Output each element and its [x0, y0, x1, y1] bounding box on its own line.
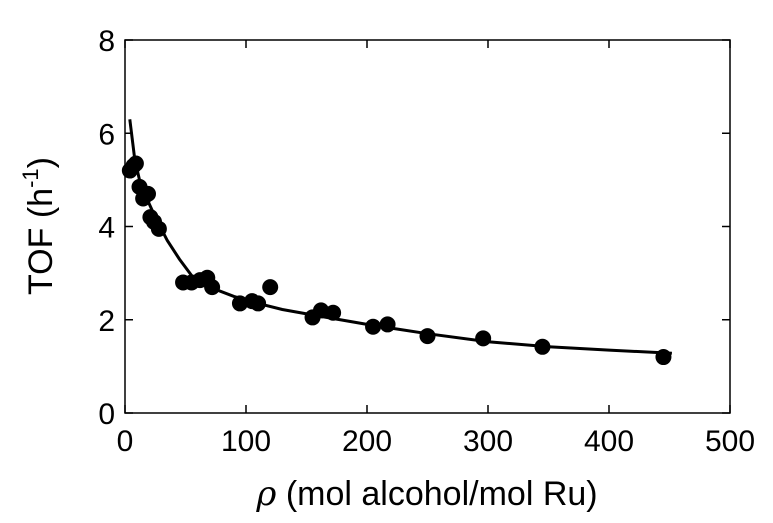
data-point — [262, 279, 279, 296]
data-point — [139, 185, 156, 202]
data-point — [365, 318, 382, 335]
x-tick-label: 300 — [463, 425, 513, 458]
data-point — [379, 316, 396, 333]
data-point — [534, 338, 551, 355]
x-tick-label: 400 — [584, 425, 634, 458]
y-axis: 0 2 4 6 8 — [98, 25, 730, 431]
y-axis-label: TOF (h-1) — [18, 157, 60, 295]
x-tick-label: 200 — [342, 425, 392, 458]
y-axis-label-superscript: -1 — [18, 168, 43, 188]
y-tick-label: 6 — [98, 118, 115, 151]
x-tick-label: 100 — [221, 425, 271, 458]
y-axis-label-main: TOF (h — [22, 188, 60, 295]
data-point — [325, 304, 342, 321]
x-axis-symbol: ρ — [255, 474, 276, 514]
y-axis-label-close: ) — [22, 157, 60, 168]
data-point — [150, 220, 167, 237]
y-tick-label: 0 — [98, 398, 115, 431]
y-tick-label: 2 — [98, 305, 115, 338]
data-point — [204, 279, 221, 296]
data-point — [419, 328, 436, 345]
data-point — [250, 295, 267, 312]
data-point — [313, 302, 330, 319]
data-point — [127, 155, 144, 172]
y-tick-label: 4 — [98, 212, 115, 245]
data-point — [655, 349, 672, 366]
data-points — [121, 155, 672, 366]
x-axis: 0 100 200 300 400 500 — [117, 40, 755, 458]
x-axis-text: (mol alcohol/mol Ru) — [276, 475, 597, 513]
x-tick-label: 0 — [117, 425, 134, 458]
data-point — [231, 295, 248, 312]
x-tick-label: 500 — [705, 425, 755, 458]
x-axis-label: ρ (mol alcohol/mol Ru) — [255, 474, 597, 514]
data-point — [475, 330, 492, 347]
plot-frame — [124, 39, 731, 414]
fit-curve — [128, 119, 672, 355]
y-tick-label: 8 — [98, 25, 115, 58]
